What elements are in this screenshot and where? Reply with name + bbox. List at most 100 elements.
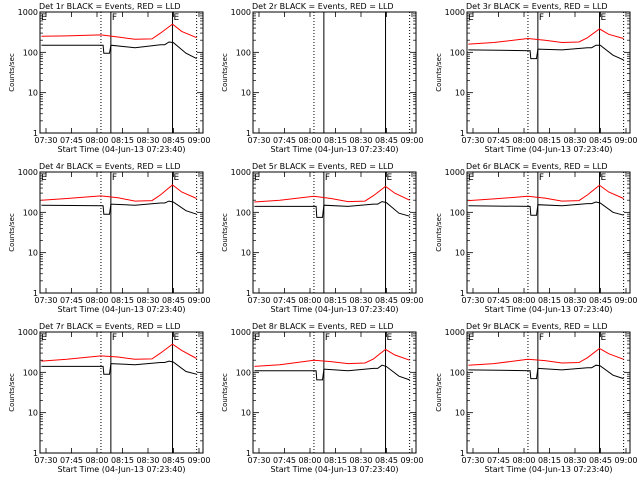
x-tick-label: 09:00 [614,136,637,145]
lld-series-line [41,184,197,202]
y-axis-label: Counts/sec [435,213,443,252]
marker-label: E [468,333,474,343]
detector-chart-7: Det 7r BLACK = Events, RED = LLD 1 10 100 10… [8,322,211,474]
y-tick-label: 1000 [231,8,251,17]
x-tick-label: 08:00 [298,296,321,305]
x-tick-label: 08:30 [349,456,372,465]
x-tick-label: 08:30 [349,136,372,145]
x-tick-label: 08:00 [298,456,321,465]
detector-chart-8: Det 8r BLACK = Events, RED = LLD 1 10 100 10… [221,322,424,474]
marker-label: E [174,173,180,183]
x-tick-label: 08:45 [589,296,612,305]
x-tick-label: 07:45 [487,136,510,145]
marker-label: E [387,333,393,343]
y-tick-label: 100 [450,368,465,377]
marker-label: E [174,13,180,23]
chart-title: Det 7r BLACK = Events, RED = LLD [39,322,181,331]
events-series-line [41,200,197,215]
y-tick-label: 10 [241,89,251,98]
marker-label: E [601,333,607,343]
plot-frame [252,11,417,134]
x-tick-label: 08:00 [85,456,108,465]
plot-frame [39,11,204,134]
x-tick-label: 08:15 [538,296,561,305]
x-tick-label: 08:15 [538,456,561,465]
chart-title: Det 5r BLACK = Events, RED = LLD [252,162,394,171]
x-tick-label: 08:30 [563,136,586,145]
events-series-line [254,201,410,218]
y-axis-label: Counts/sec [8,373,16,412]
x-tick-label: 07:30 [247,136,270,145]
x-tick-label: 07:30 [461,456,484,465]
marker-label: F [539,333,544,343]
lld-series-line [254,348,410,367]
marker-label: F [325,333,330,343]
y-tick-label: 1 [33,289,38,298]
y-tick-label: 1000 [18,168,38,177]
y-tick-label: 1000 [231,328,251,337]
x-tick-label: 08:15 [324,296,347,305]
x-tick-label: 07:30 [247,456,270,465]
plot-frame [252,171,417,294]
x-tick-label: 09:00 [400,296,423,305]
y-tick-label: 1000 [18,328,38,337]
chart-title: Det 3r BLACK = Events, RED = LLD [466,2,608,11]
y-axis-label: Counts/sec [435,373,443,412]
marker-label: E [601,13,607,23]
x-tick-label: 08:30 [349,296,372,305]
y-tick-label: 1 [246,449,251,458]
lld-series-line [468,184,624,202]
x-tick-label: 07:45 [60,136,83,145]
y-axis-label: Counts/sec [221,213,229,252]
marker-label: E [254,333,260,343]
y-tick-label: 1 [460,129,465,138]
lld-series-line [468,347,624,366]
x-tick-label: 08:00 [512,296,535,305]
marker-label: F [539,173,544,183]
y-axis-label: Counts/sec [8,53,16,92]
y-tick-label: 100 [23,368,38,377]
x-tick-label: 08:00 [85,136,108,145]
plot-frame [466,331,631,454]
detector-chart-2: Det 2r BLACK = Events, RED = LLD 1 10 100 10… [221,2,424,154]
x-tick-label: 08:30 [136,136,159,145]
x-tick-label: 08:15 [538,136,561,145]
y-tick-label: 10 [28,249,38,258]
x-tick-label: 08:45 [589,456,612,465]
marker-label: E [387,173,393,183]
x-tick-label: 09:00 [614,296,637,305]
x-tick-label: 07:30 [34,456,57,465]
y-tick-label: 1000 [18,8,38,17]
y-tick-label: 10 [455,409,465,418]
x-tick-label: 08:15 [324,456,347,465]
y-tick-label: 10 [28,409,38,418]
y-tick-label: 1000 [231,168,251,177]
chart-title: Det 2r BLACK = Events, RED = LLD [252,2,394,11]
y-tick-label: 10 [455,89,465,98]
detector-chart-6: Det 6r BLACK = Events, RED = LLD 1 10 100 10… [435,162,638,314]
detector-chart-1: Det 1r BLACK = Events, RED = LLD 1 10 100 10… [8,2,211,154]
x-tick-label: 09:00 [400,456,423,465]
y-tick-label: 1 [33,449,38,458]
chart-title: Det 1r BLACK = Events, RED = LLD [39,2,181,11]
x-tick-label: 07:30 [34,296,57,305]
x-tick-label: 07:30 [247,296,270,305]
x-tick-label: 07:45 [273,296,296,305]
y-tick-label: 100 [450,208,465,217]
marker-label: E [41,173,47,183]
y-tick-label: 1 [246,289,251,298]
x-tick-label: 07:30 [34,136,57,145]
events-series-line [254,364,410,381]
marker-label: F [539,13,544,23]
marker-label: F [112,333,117,343]
events-series-line [41,360,197,375]
chart-title: Det 6r BLACK = Events, RED = LLD [466,162,608,171]
x-tick-label: 08:45 [162,136,185,145]
lld-series-line [254,185,410,203]
events-series-line [41,41,197,60]
y-axis-label: Counts/sec [435,53,443,92]
x-axis-label: Start Time (04-Jun-13 07:23:40) [271,305,399,314]
y-tick-label: 100 [236,368,251,377]
x-tick-label: 08:15 [111,136,134,145]
